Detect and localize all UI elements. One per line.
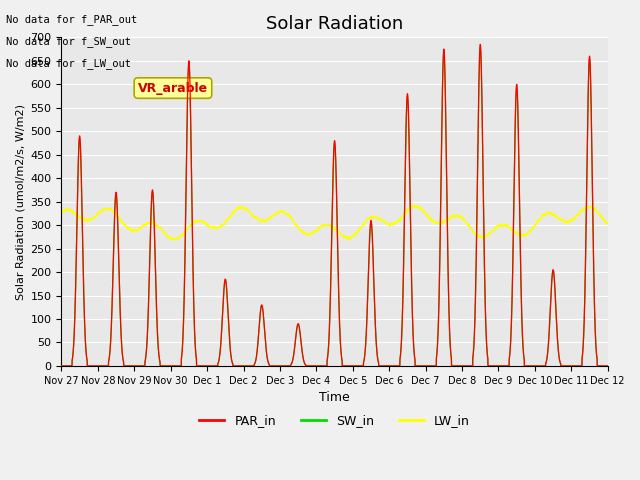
Y-axis label: Solar Radiation (umol/m2/s, W/m2): Solar Radiation (umol/m2/s, W/m2) <box>15 104 25 300</box>
Text: No data for f_LW_out: No data for f_LW_out <box>6 58 131 69</box>
Legend: PAR_in, SW_in, LW_in: PAR_in, SW_in, LW_in <box>195 409 475 432</box>
Text: No data for f_PAR_out: No data for f_PAR_out <box>6 14 138 25</box>
Title: Solar Radiation: Solar Radiation <box>266 15 403 33</box>
Text: No data for f_SW_out: No data for f_SW_out <box>6 36 131 47</box>
X-axis label: Time: Time <box>319 391 350 404</box>
Text: VR_arable: VR_arable <box>138 82 208 95</box>
